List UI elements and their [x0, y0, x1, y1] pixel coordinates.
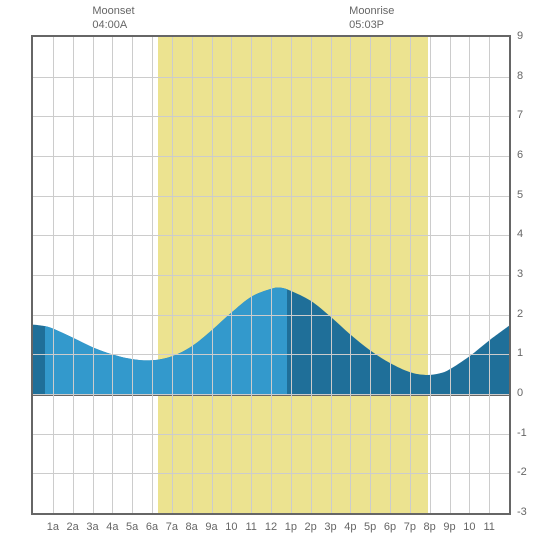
gridline-h	[33, 77, 509, 78]
x-tick-label: 2a	[63, 521, 83, 533]
y-tick-label: 1	[517, 347, 537, 359]
y-tick-label: 7	[517, 109, 537, 121]
x-tick-label: 6a	[142, 521, 162, 533]
x-tick-label: 10	[221, 521, 241, 533]
y-tick-label: 0	[517, 387, 537, 399]
moonset-label: Moonset 04:00A	[92, 4, 134, 32]
gridline-h	[33, 473, 509, 474]
x-tick-label: 1a	[43, 521, 63, 533]
x-tick-label: 4p	[340, 521, 360, 533]
x-tick-label: 7a	[162, 521, 182, 533]
x-tick-label: 4a	[102, 521, 122, 533]
x-tick-label: 8p	[420, 521, 440, 533]
x-tick-label: 6p	[380, 521, 400, 533]
y-tick-label: 9	[517, 30, 537, 42]
x-tick-label: 9a	[202, 521, 222, 533]
x-tick-label: 1p	[281, 521, 301, 533]
y-tick-label: 5	[517, 189, 537, 201]
x-tick-label: 7p	[400, 521, 420, 533]
moonset-title: Moonset	[92, 4, 134, 18]
gridline-h	[33, 156, 509, 157]
x-tick-label: 8a	[182, 521, 202, 533]
y-tick-label: 3	[517, 268, 537, 280]
gridline-h	[33, 235, 509, 236]
moonrise-label: Moonrise 05:03P	[349, 4, 394, 32]
gridline-h	[33, 434, 509, 435]
moonrise-title: Moonrise	[349, 4, 394, 18]
y-tick-label: -3	[517, 506, 537, 518]
gridline-h	[33, 196, 509, 197]
x-tick-label: 9p	[440, 521, 460, 533]
plot-area	[31, 35, 511, 515]
y-tick-label: 4	[517, 228, 537, 240]
gridline-h	[33, 394, 509, 395]
x-tick-label: 2p	[301, 521, 321, 533]
moonrise-time: 05:03P	[349, 18, 394, 32]
y-tick-label: 2	[517, 308, 537, 320]
gridline-h	[33, 315, 509, 316]
x-tick-label: 5p	[360, 521, 380, 533]
y-tick-label: -1	[517, 427, 537, 439]
x-tick-label: 10	[459, 521, 479, 533]
gridline-h	[33, 275, 509, 276]
y-tick-label: 8	[517, 70, 537, 82]
y-tick-label: 6	[517, 149, 537, 161]
gridline-h	[33, 116, 509, 117]
x-tick-label: 11	[241, 521, 261, 533]
x-tick-label: 12	[261, 521, 281, 533]
gridline-h	[33, 354, 509, 355]
x-tick-label: 11	[479, 521, 499, 533]
y-tick-label: -2	[517, 466, 537, 478]
x-tick-label: 3a	[83, 521, 103, 533]
tide-chart: Moonset 04:00A Moonrise 05:03P 1a2a3a4a5…	[0, 0, 550, 550]
x-tick-label: 3p	[321, 521, 341, 533]
x-tick-label: 5a	[122, 521, 142, 533]
moonset-time: 04:00A	[92, 18, 134, 32]
